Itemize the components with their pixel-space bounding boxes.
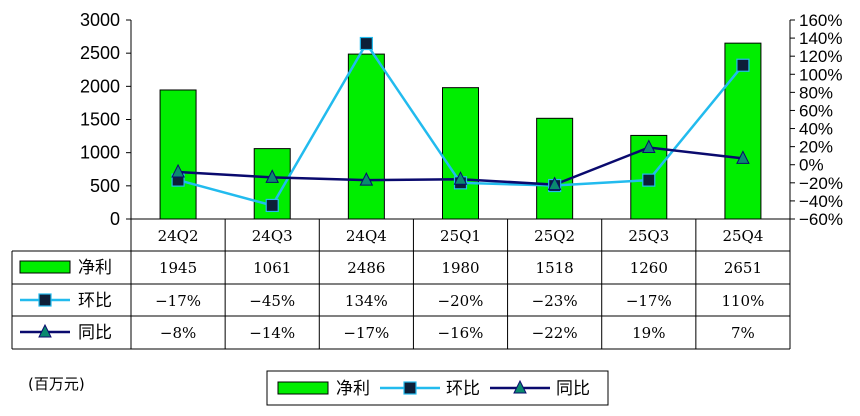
data-label: −17% — [626, 292, 672, 310]
yoy-point-24Q4 — [359, 171, 374, 186]
yoy-point-25Q2 — [547, 176, 562, 191]
data-label: −17% — [343, 324, 389, 342]
category-label-25Q1: 25Q1 — [440, 227, 481, 245]
left-tick-label: 2500 — [80, 43, 120, 63]
bars-layer — [159, 42, 762, 220]
right-tick-label: 100% — [799, 65, 842, 84]
category-label-24Q4: 24Q4 — [346, 227, 387, 245]
data-label: 2486 — [347, 259, 385, 277]
data-label: −17% — [155, 292, 201, 310]
data-label: −23% — [532, 292, 578, 310]
right-tick-label: −40% — [799, 192, 843, 211]
unit-label: (百万元) — [28, 375, 85, 393]
category-label-25Q2: 25Q2 — [534, 227, 575, 245]
data-label: 1980 — [441, 259, 479, 277]
mom-point-24Q3 — [265, 198, 279, 213]
bar-25Q4 — [724, 42, 762, 220]
yoy-point-24Q3 — [265, 169, 280, 183]
right-tick-label: 120% — [799, 47, 842, 66]
left-tick-label: 1500 — [80, 110, 120, 130]
left-tick-label: 2000 — [80, 76, 120, 96]
legend-key-bar — [277, 381, 329, 395]
row-key-marker-1 — [38, 293, 52, 307]
data-label: 1518 — [536, 259, 574, 277]
data-table: 24Q2 24Q3 24Q4 25Q1 25Q2 25Q3 25Q4 净利 1945 1061 24… — [11, 218, 791, 350]
row-key-bar — [19, 260, 71, 274]
data-label: −14% — [249, 324, 295, 342]
data-label: −8% — [160, 324, 196, 342]
right-tick-label: 140% — [799, 29, 842, 48]
axes-layer: 0 500 1000 1500 2000 2500 3000 −60%−40%−20%0%20… — [80, 10, 843, 229]
left-tick-label: 0 — [110, 209, 120, 229]
right-tick-label: 60% — [799, 101, 833, 120]
right-tick-label: 160% — [799, 11, 842, 30]
data-label: 7% — [731, 324, 755, 342]
lines-layer — [171, 36, 750, 213]
bar-24Q4 — [347, 53, 385, 220]
legend-label: 同比 — [556, 379, 590, 399]
legend-label: 净利 — [336, 379, 370, 399]
left-tick-label: 1000 — [80, 143, 120, 163]
data-label: 1061 — [253, 259, 291, 277]
data-label: 110% — [721, 292, 764, 310]
mom-point-25Q3 — [642, 173, 656, 187]
right-tick-label: −60% — [799, 210, 843, 229]
yoy-point-25Q1 — [453, 171, 468, 185]
bar-25Q1 — [442, 87, 479, 220]
category-label-25Q4: 25Q4 — [722, 227, 763, 245]
data-label: −16% — [438, 324, 484, 342]
right-tick-label: 80% — [799, 83, 833, 102]
right-tick-label: 40% — [799, 120, 833, 139]
row-label: 环比 — [78, 291, 112, 311]
data-label: −20% — [438, 292, 484, 310]
data-label: 134% — [345, 292, 388, 310]
row-label: 同比 — [78, 323, 112, 343]
data-label: 2651 — [724, 259, 762, 277]
left-tick-label: 500 — [90, 176, 120, 196]
right-tick-label: −20% — [799, 174, 843, 193]
legend-key-marker-mom — [403, 381, 417, 395]
data-label: 1260 — [630, 259, 668, 277]
data-label: 1945 — [159, 259, 197, 277]
mom-point-25Q4 — [736, 58, 750, 72]
row-label: 净利 — [78, 258, 112, 278]
bar-24Q2 — [159, 89, 197, 220]
data-label: −22% — [532, 324, 578, 342]
yoy-point-24Q2 — [171, 163, 185, 178]
category-label-24Q3: 24Q3 — [252, 227, 293, 245]
legend-key-marker-yoy — [513, 379, 527, 394]
category-label-24Q2: 24Q2 — [158, 227, 199, 245]
yoy-point-25Q4 — [736, 150, 750, 164]
bar-25Q2 — [536, 117, 574, 220]
legend: 净利 环比 同比 — [266, 370, 609, 406]
category-label-25Q3: 25Q3 — [628, 227, 669, 245]
mom-point-24Q4 — [359, 36, 373, 51]
row-key-marker-2 — [38, 323, 52, 338]
yoy-point-25Q3 — [641, 139, 656, 154]
left-tick-label: 3000 — [80, 10, 120, 30]
legend-label: 环比 — [446, 379, 480, 399]
data-label: 19% — [632, 324, 665, 342]
right-tick-label: 0% — [799, 156, 824, 175]
data-label: −45% — [249, 292, 295, 310]
right-tick-label: 20% — [799, 138, 833, 157]
